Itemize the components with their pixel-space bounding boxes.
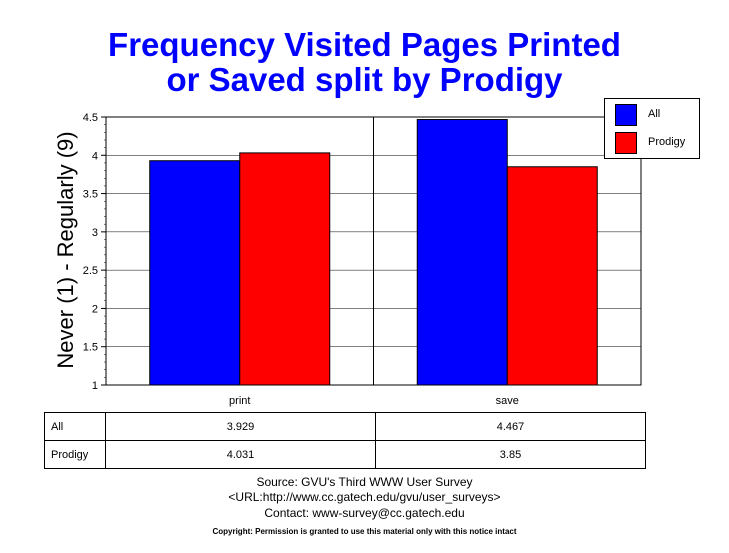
y-tick-label: 1.5 (83, 342, 98, 354)
x-tick-label: save (496, 395, 519, 407)
bar-all-print (149, 160, 241, 386)
y-tick-label: 1 (92, 380, 98, 392)
y-tick-label: 4.5 (83, 112, 98, 124)
table-row-header-prodigy: Prodigy (44, 440, 106, 469)
footer-source: Source: GVU's Third WWW User Survey (256, 475, 473, 489)
legend-label-all: All (648, 108, 661, 120)
legend-swatch-prodigy (615, 132, 637, 154)
y-tick-label: 2 (92, 303, 98, 315)
y-tick-label: 4 (92, 150, 98, 162)
y-tick-label: 3.5 (83, 189, 98, 201)
bar-prodigy-print (239, 152, 331, 386)
bar-all-save (416, 119, 508, 386)
table-row: Prodigy 4.031 3.85 (44, 440, 646, 469)
legend-swatch-all (615, 104, 637, 126)
chart-title-line2: or Saved split by Prodigy (166, 61, 563, 98)
table-cell: 3.85 (375, 440, 646, 469)
legend-label-prodigy: Prodigy (648, 136, 686, 148)
data-table: All 3.929 4.467 Prodigy 4.031 3.85 (44, 412, 646, 469)
table-row: All 3.929 4.467 (44, 412, 646, 441)
table-cell: 3.929 (105, 412, 376, 441)
bar-prodigy-save (506, 166, 598, 386)
legend: All Prodigy (604, 98, 700, 159)
footer-contact: Contact: www-survey@cc.gatech.edu (264, 506, 465, 520)
table-cell: 4.031 (105, 440, 376, 469)
y-tick-label: 2.5 (83, 265, 98, 277)
table-row-header-all: All (44, 412, 106, 441)
x-tick-label: print (229, 395, 250, 407)
footer-copyright: Copyright: Permission is granted to use … (212, 527, 517, 536)
chart-title-line1: Frequency Visited Pages Printed (108, 26, 621, 63)
footer-url: <URL:http://www.cc.gatech.edu/gvu/user_s… (228, 490, 501, 504)
y-tick-label: 3 (92, 227, 98, 239)
table-cell: 4.467 (375, 412, 646, 441)
